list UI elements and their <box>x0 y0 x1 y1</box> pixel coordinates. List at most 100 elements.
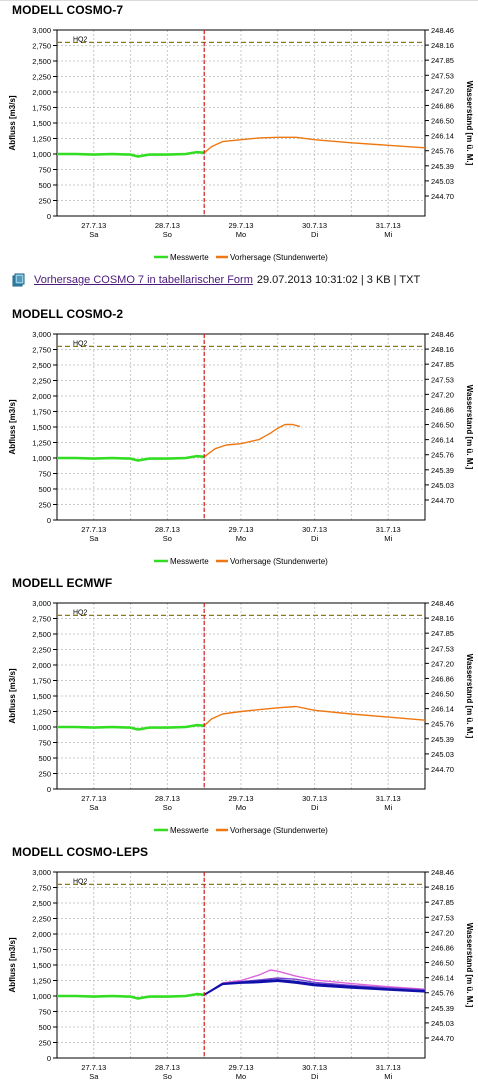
y2-tick-label: 245.39 <box>431 162 454 171</box>
x-tick-day: Di <box>311 803 318 812</box>
y-tick-label: 1,500 <box>32 692 51 701</box>
y-tick-label: 1,000 <box>32 150 51 159</box>
y2-tick-label: 247.20 <box>431 928 454 937</box>
chart-section-cosmo-2: MODELL COSMO-2 3,000 2,750 2,500 2,250 2,000… <box>0 304 478 574</box>
y2-tick-label: 246.50 <box>431 690 454 699</box>
y-axis-label: Abfluss [m3/s] <box>8 937 17 992</box>
y-tick-label: 3,000 <box>32 26 51 35</box>
chart-ecmwf: 3,000 2,750 2,500 2,250 2,000 1,750 1,500 1,250… <box>8 599 474 835</box>
threshold-label: HQ2 <box>73 340 88 347</box>
x-tick-label: 28.7.13 <box>155 525 180 534</box>
x-tick-label: 27.7.13 <box>81 794 106 803</box>
y2-tick-label: 246.14 <box>431 974 454 983</box>
y2-axis-label: Wasserstand [m ü. M.] <box>465 81 474 166</box>
x-tick-label: 30.7.13 <box>302 1063 327 1072</box>
threshold-label: HQ2 <box>73 878 88 885</box>
y2-tick-label: 245.76 <box>431 989 454 998</box>
series-line-ensemble_main <box>203 980 426 996</box>
y2-axis-label: Wasserstand [m ü. M.] <box>465 385 474 470</box>
y-tick-label: 2,250 <box>32 73 51 82</box>
forecast-table-link[interactable]: Vorhersage COSMO 7 in tabellarischer For… <box>34 274 253 286</box>
x-tick-label: 28.7.13 <box>155 1063 180 1072</box>
y-tick-label: 2,000 <box>32 930 51 939</box>
y-tick-label: 2,750 <box>32 42 51 51</box>
x-tick-label: 29.7.13 <box>228 525 253 534</box>
y-tick-label: 750 <box>38 470 51 479</box>
y2-tick-label: 246.50 <box>431 421 454 430</box>
y2-tick-label: 244.70 <box>431 1034 454 1043</box>
y2-tick-label: 247.53 <box>431 71 454 80</box>
y-tick-label: 250 <box>38 197 51 206</box>
threshold-label: HQ2 <box>73 36 88 43</box>
x-tick-label: 30.7.13 <box>302 221 327 230</box>
y2-tick-label: 248.16 <box>431 614 454 623</box>
y-tick-label: 2,000 <box>32 88 51 97</box>
y2-tick-label: 246.14 <box>431 705 454 714</box>
y-tick-label: 500 <box>38 1023 51 1032</box>
y-tick-label: 750 <box>38 166 51 175</box>
x-tick-day: Mi <box>384 534 392 543</box>
y2-tick-label: 248.46 <box>431 599 454 608</box>
x-tick-label: 30.7.13 <box>302 794 327 803</box>
y-tick-label: 2,500 <box>32 361 51 370</box>
series-line-forecast <box>203 705 426 727</box>
x-tick-day: Mi <box>384 803 392 812</box>
y-tick-label: 2,750 <box>32 615 51 624</box>
y-tick-label: 0 <box>47 212 51 221</box>
x-tick-day: Di <box>311 534 318 543</box>
series-line-ensemble_high <box>203 969 426 996</box>
y2-tick-label: 248.46 <box>431 868 454 877</box>
y-tick-label: 2,500 <box>32 57 51 66</box>
y-tick-label: 3,000 <box>32 330 51 339</box>
y2-tick-label: 246.86 <box>431 674 454 683</box>
plot-frame <box>56 29 426 217</box>
y-tick-label: 1,250 <box>32 977 51 986</box>
chart-cosmo-leps: 3,000 2,750 2,500 2,250 2,000 1,750 1,500 1,250… <box>8 868 474 1080</box>
y-axis-label: Abfluss [m3/s] <box>8 399 17 454</box>
y-tick-label: 2,250 <box>32 646 51 655</box>
y2-tick-label: 247.20 <box>431 659 454 668</box>
download-row: Vorhersage COSMO 7 in tabellarischer For… <box>12 273 420 287</box>
y-tick-label: 2,000 <box>32 392 51 401</box>
y-tick-label: 1,000 <box>32 723 51 732</box>
x-tick-label: 28.7.13 <box>155 794 180 803</box>
y-axis-label: Abfluss [m3/s] <box>8 95 17 150</box>
y2-tick-label: 247.53 <box>431 375 454 384</box>
y2-tick-label: 247.53 <box>431 913 454 922</box>
y2-tick-label: 244.70 <box>431 192 454 201</box>
y2-tick-label: 247.53 <box>431 644 454 653</box>
y-tick-label: 2,750 <box>32 346 51 355</box>
y-tick-label: 2,000 <box>32 661 51 670</box>
series-line-measured <box>57 454 205 462</box>
y-tick-label: 1,000 <box>32 992 51 1001</box>
y-tick-label: 2,250 <box>32 915 51 924</box>
series-line-measured <box>57 723 205 731</box>
y2-tick-label: 247.20 <box>431 390 454 399</box>
y-tick-label: 2,250 <box>32 377 51 386</box>
y2-tick-label: 245.39 <box>431 1004 454 1013</box>
y-tick-label: 1,750 <box>32 946 51 955</box>
x-tick-day: Sa <box>89 534 99 543</box>
y2-tick-label: 247.85 <box>431 898 454 907</box>
y-tick-label: 1,500 <box>32 119 51 128</box>
y2-tick-label: 247.85 <box>431 360 454 369</box>
chart-cosmo-7: 3,000 2,750 2,500 2,250 2,000 1,750 1,500 1,250… <box>8 26 474 262</box>
y-tick-label: 1,250 <box>32 708 51 717</box>
x-tick-label: 31.7.13 <box>376 794 401 803</box>
section-title: MODELL ECMWF <box>12 576 113 590</box>
x-tick-day: So <box>163 1072 172 1080</box>
section-title: MODELL COSMO-2 <box>12 307 124 321</box>
y2-tick-label: 246.86 <box>431 943 454 952</box>
x-tick-day: Mo <box>236 1072 246 1080</box>
document-icon[interactable] <box>12 273 26 287</box>
y-tick-label: 0 <box>47 785 51 794</box>
y-tick-label: 500 <box>38 181 51 190</box>
y-tick-label: 1,500 <box>32 423 51 432</box>
x-tick-day: So <box>163 534 172 543</box>
threshold-label: HQ2 <box>73 609 88 616</box>
y2-tick-label: 247.20 <box>431 86 454 95</box>
y2-tick-label: 245.03 <box>431 1019 454 1028</box>
x-tick-label: 29.7.13 <box>228 794 253 803</box>
y2-tick-label: 247.85 <box>431 629 454 638</box>
x-tick-day: Di <box>311 230 318 239</box>
